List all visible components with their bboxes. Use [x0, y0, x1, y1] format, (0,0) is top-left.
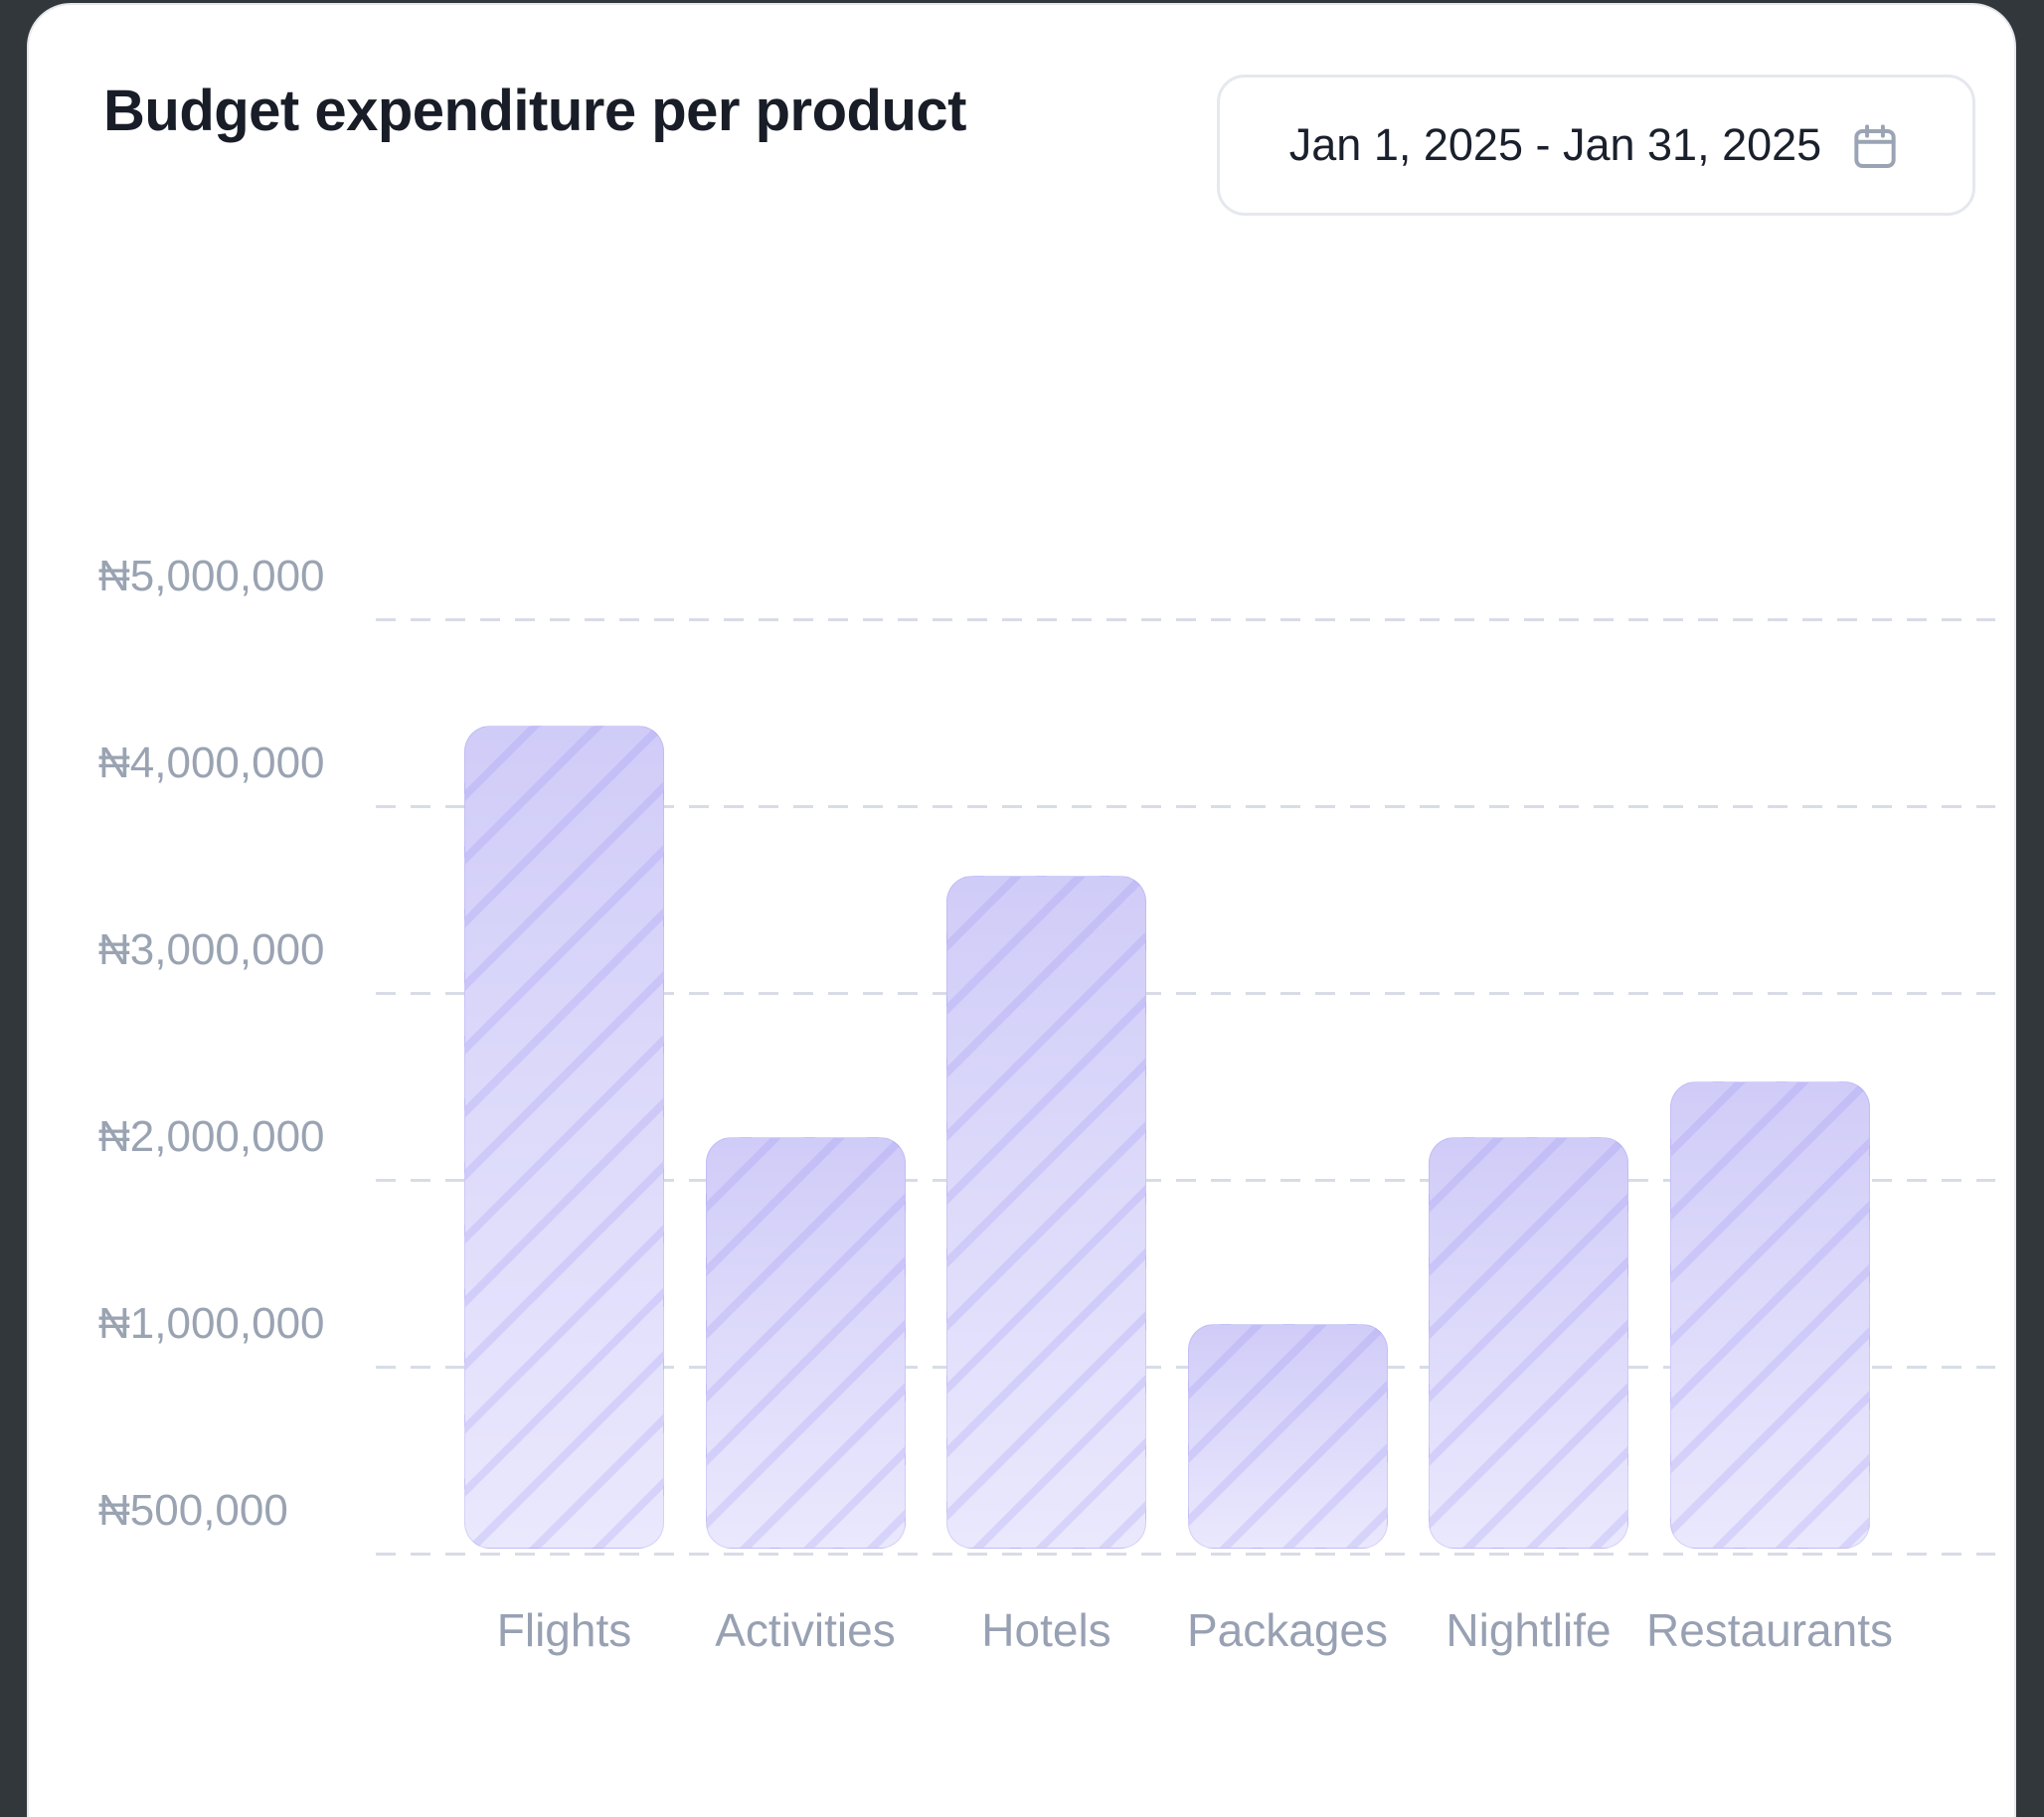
x-axis-category-label: Activities	[715, 1604, 896, 1656]
x-axis-category-label: Nightlife	[1446, 1604, 1612, 1656]
y-axis-tick-label: ₦2,000,000	[98, 1112, 325, 1161]
bar-activities[interactable]	[705, 1137, 906, 1549]
bar-packages[interactable]	[1187, 1324, 1388, 1549]
date-range-label: Jan 1, 2025 - Jan 31, 2025	[1288, 119, 1822, 170]
y-axis-tick-label: ₦5,000,000	[98, 552, 325, 600]
date-range-button[interactable]: Jan 1, 2025 - Jan 31, 2025	[1217, 75, 1975, 216]
gridline	[376, 1179, 1995, 1182]
x-axis-category-label: Restaurants	[1645, 1604, 1893, 1656]
bar-hotels[interactable]	[946, 875, 1146, 1549]
budget-expenditure-card: Budget expenditure per product Jan 1, 20…	[27, 3, 2016, 1817]
bar-restaurants[interactable]	[1669, 1080, 1870, 1549]
calendar-icon	[1854, 124, 1896, 168]
gridline	[376, 805, 1995, 808]
page-title: Budget expenditure per product	[103, 79, 966, 143]
bar-chart: ₦5,000,000 ₦4,000,000 ₦3,000,000 ₦2,000,000…	[29, 5, 2014, 1817]
gridline	[376, 618, 1995, 621]
gridline	[376, 992, 1995, 995]
y-axis-tick-label: ₦3,000,000	[98, 925, 325, 974]
x-axis-category-label: Packages	[1186, 1604, 1388, 1656]
y-axis-tick-label: ₦1,000,000	[98, 1299, 325, 1348]
bar-nightlife[interactable]	[1429, 1137, 1628, 1549]
gridline	[376, 1553, 1995, 1556]
gridline	[376, 1366, 1995, 1369]
y-axis-tick-label: ₦500,000	[98, 1486, 288, 1535]
x-axis-category-label: Flights	[496, 1604, 632, 1656]
x-axis-category-label: Hotels	[981, 1604, 1111, 1656]
y-axis-tick-label: ₦4,000,000	[98, 739, 325, 787]
bar-flights[interactable]	[464, 726, 664, 1549]
